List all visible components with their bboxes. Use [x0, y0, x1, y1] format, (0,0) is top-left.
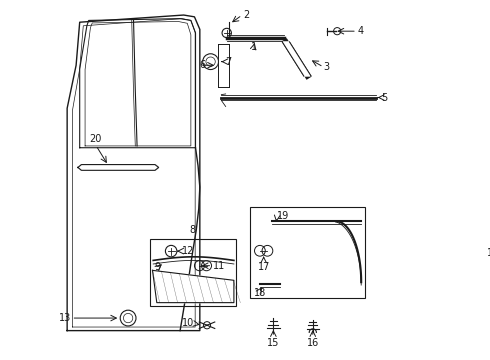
Text: 10: 10 — [182, 319, 195, 328]
Text: 6: 6 — [200, 60, 206, 70]
Text: 8: 8 — [190, 225, 196, 235]
Polygon shape — [152, 270, 234, 303]
Text: 4: 4 — [358, 26, 364, 36]
Text: 16: 16 — [307, 338, 319, 348]
Text: 5: 5 — [381, 93, 387, 103]
Text: 19: 19 — [277, 211, 289, 221]
Text: 2: 2 — [243, 10, 249, 20]
Text: 15: 15 — [267, 338, 279, 348]
Text: 14: 14 — [487, 248, 490, 258]
Bar — [250, 207, 365, 298]
Text: 18: 18 — [254, 288, 267, 298]
Text: 20: 20 — [90, 134, 102, 144]
Polygon shape — [283, 42, 310, 76]
Text: 17: 17 — [257, 262, 270, 271]
Text: 3: 3 — [323, 62, 330, 72]
Text: 1: 1 — [250, 42, 257, 52]
Text: 9: 9 — [154, 262, 160, 272]
Text: 12: 12 — [182, 246, 194, 256]
Text: 13: 13 — [58, 313, 71, 323]
Text: 7: 7 — [225, 57, 231, 67]
Polygon shape — [218, 44, 228, 87]
Bar — [149, 239, 236, 306]
Circle shape — [203, 54, 219, 69]
Polygon shape — [78, 165, 159, 170]
Text: 11: 11 — [213, 261, 225, 271]
